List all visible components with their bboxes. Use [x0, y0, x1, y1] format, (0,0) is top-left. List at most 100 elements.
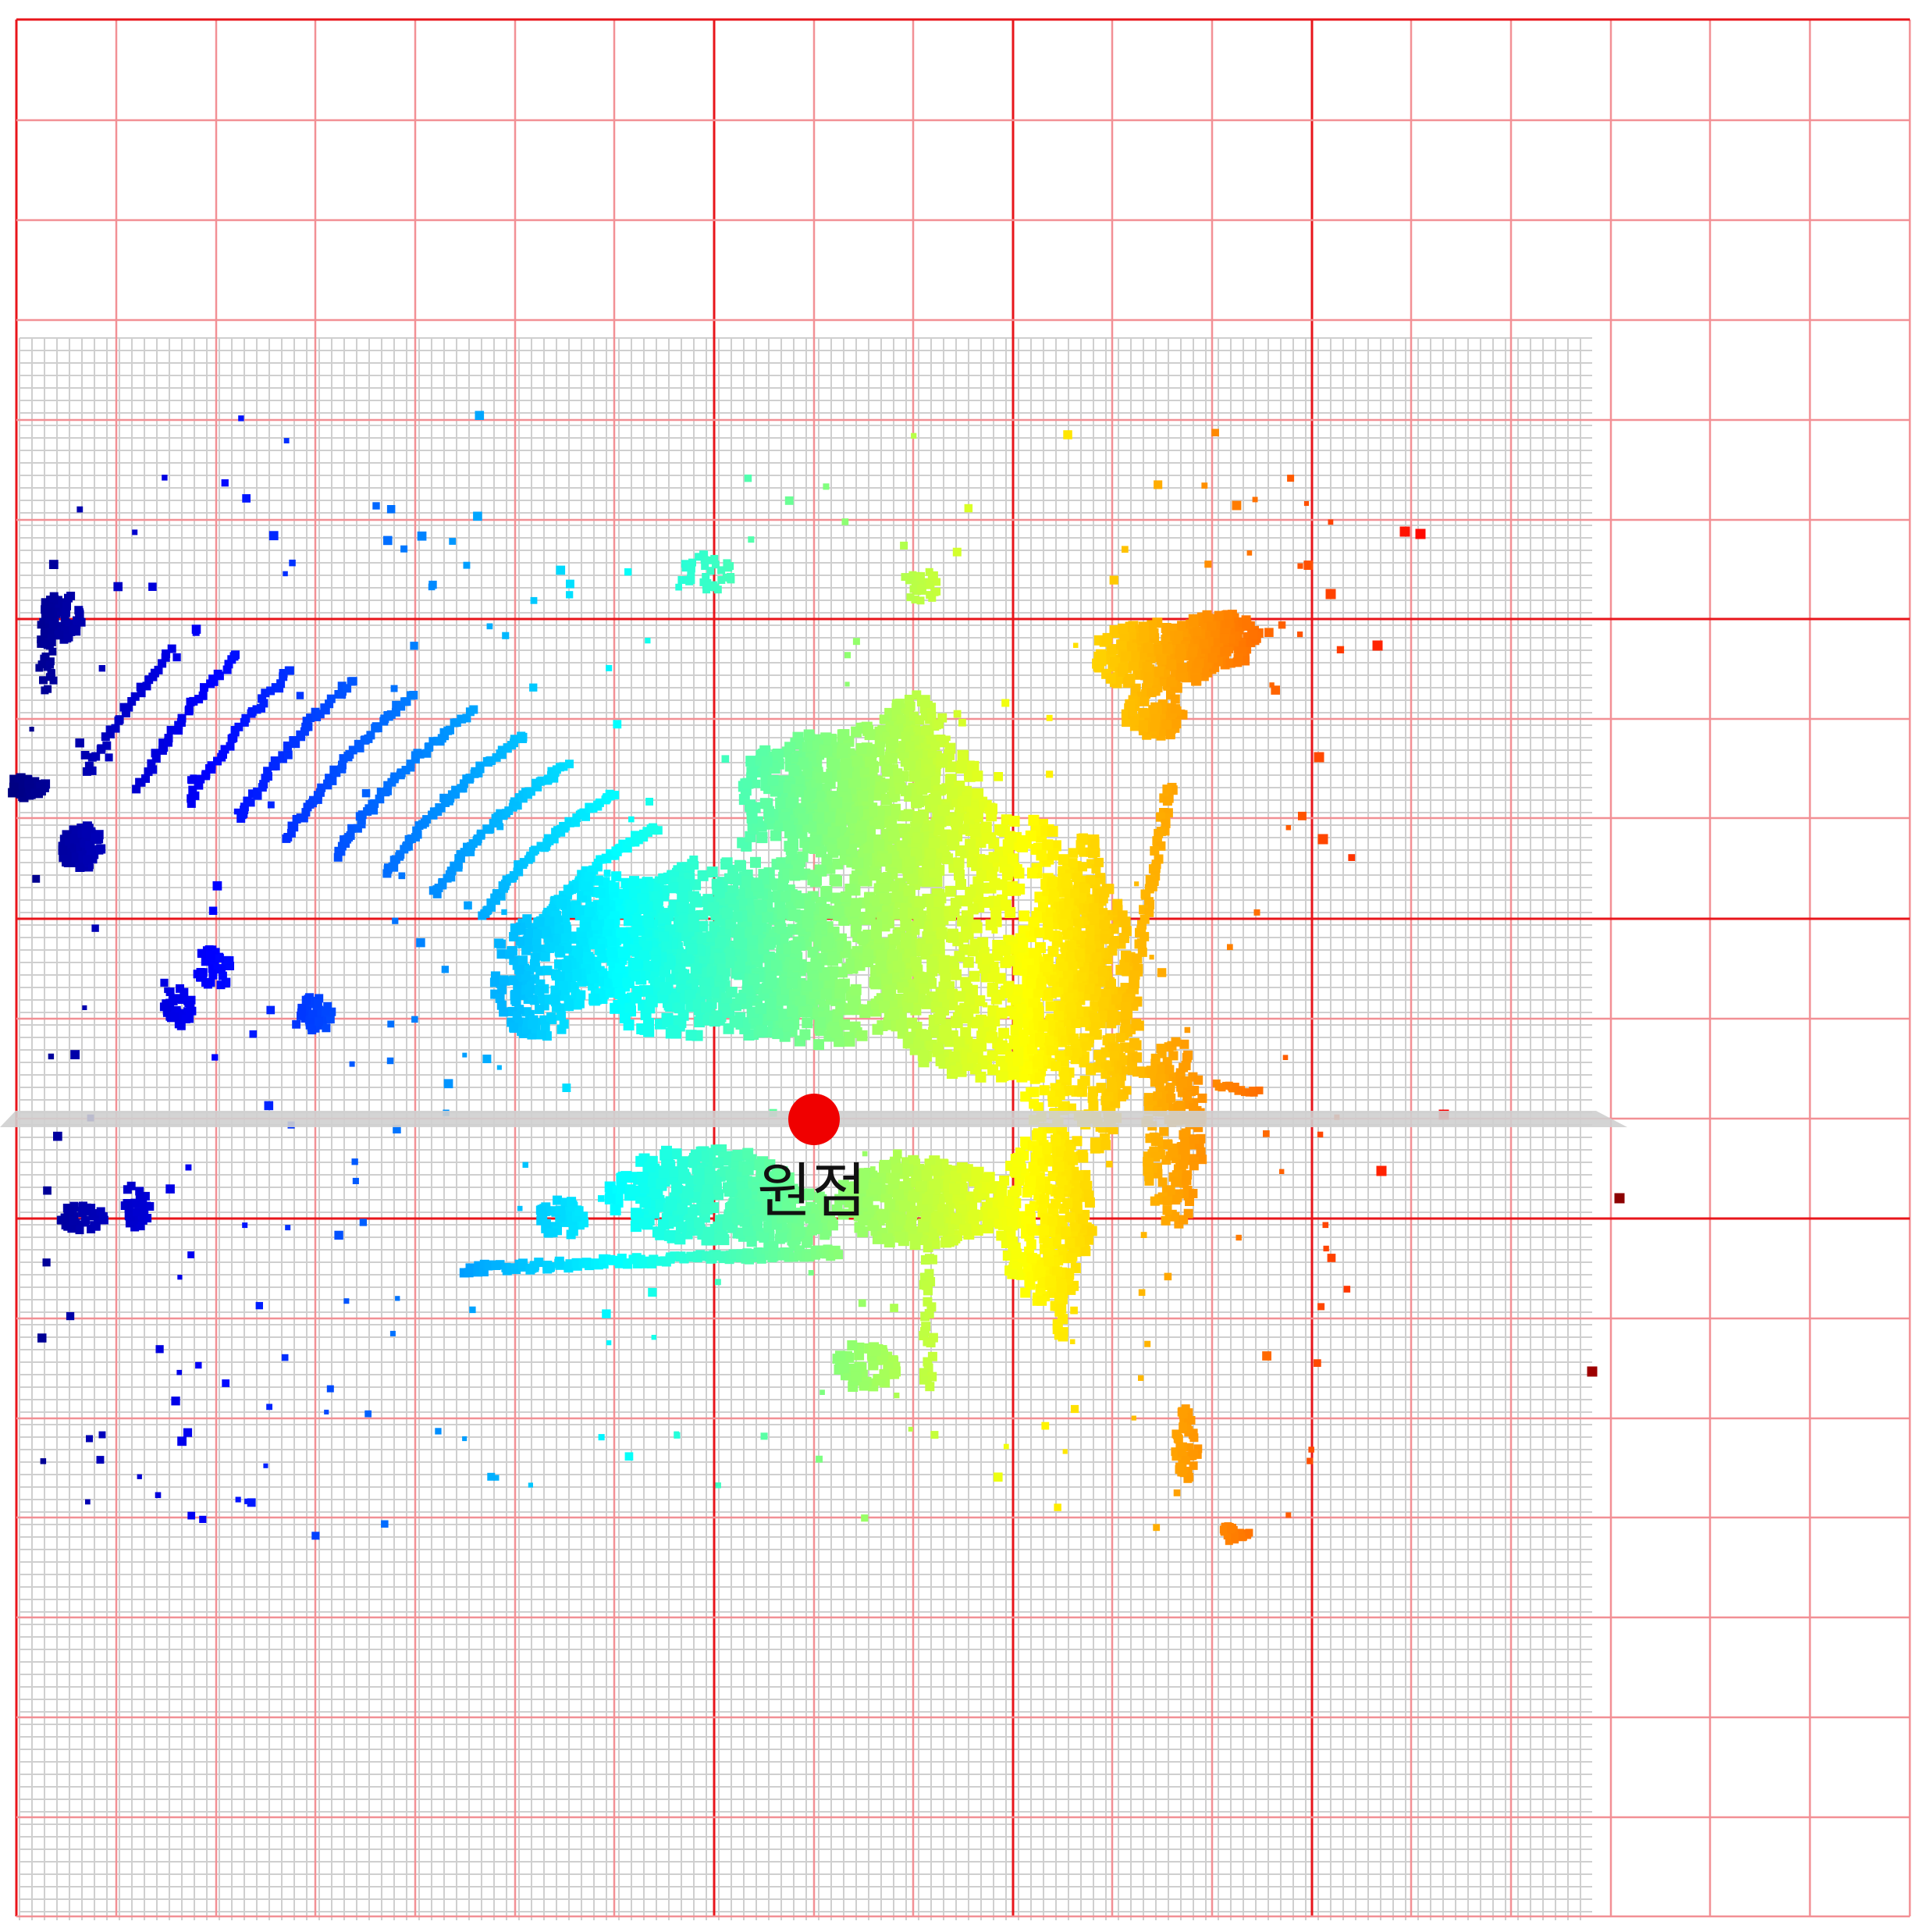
cloud-point	[196, 774, 205, 784]
cloud-point	[920, 1030, 932, 1041]
cloud-point	[777, 908, 788, 920]
cloud-point	[947, 830, 958, 841]
cloud-point	[1061, 1226, 1072, 1237]
cloud-point	[164, 734, 173, 743]
cloud-point	[903, 809, 915, 820]
cloud-point	[537, 776, 546, 785]
cloud-point	[924, 875, 936, 886]
cloud-point	[988, 971, 1000, 983]
lidar-point-cloud	[8, 411, 1625, 1546]
cloud-point	[253, 787, 262, 796]
cloud-point	[972, 1225, 983, 1236]
cloud-point	[831, 797, 843, 809]
cloud-point	[1042, 839, 1054, 851]
cloud-point	[1112, 898, 1123, 909]
cloud-point	[840, 802, 852, 814]
cloud-point	[510, 797, 519, 806]
cloud-point	[1003, 866, 1015, 877]
cloud-point	[713, 1157, 724, 1169]
cloud-point	[735, 860, 746, 872]
cloud-point	[614, 963, 625, 974]
cloud-point	[702, 1229, 714, 1240]
cloud-point	[415, 749, 425, 759]
cloud-point	[837, 780, 848, 792]
cloud-point	[803, 790, 815, 802]
cloud-point	[917, 973, 928, 984]
cloud-point	[300, 727, 309, 736]
cloud-point	[276, 679, 286, 688]
cloud-point	[819, 906, 830, 918]
cloud-point	[639, 833, 649, 842]
cloud-point	[639, 904, 649, 914]
cloud-point	[1008, 1069, 1019, 1080]
cloud-point	[115, 715, 124, 724]
cloud-point	[956, 1162, 968, 1173]
cloud-point	[266, 686, 276, 696]
cloud-point	[1053, 1188, 1064, 1199]
cloud-point	[492, 889, 501, 898]
cloud-point	[556, 898, 567, 909]
cloud-point	[872, 1023, 884, 1035]
cloud-point	[795, 995, 806, 1007]
cloud-point	[392, 700, 401, 710]
cloud-point	[376, 788, 386, 796]
cloud-point	[1007, 853, 1019, 865]
cloud-point	[841, 767, 852, 779]
cloud-point	[830, 892, 842, 904]
cloud-point	[320, 703, 329, 713]
cloud-point	[906, 1017, 918, 1029]
cloud-point	[1117, 910, 1128, 921]
cloud-point	[386, 710, 396, 719]
cloud-point	[1054, 1010, 1064, 1020]
cloud-point	[929, 866, 940, 878]
cloud-point	[935, 1055, 947, 1066]
cloud-point	[930, 1165, 942, 1176]
cloud-point	[685, 1030, 697, 1041]
cloud-point	[855, 742, 867, 754]
cloud-point	[837, 1208, 849, 1220]
cloud-point	[339, 754, 348, 763]
cloud-point	[588, 973, 599, 984]
cloud-point	[1002, 1251, 1013, 1261]
cloud-point	[693, 1173, 705, 1185]
cloud-point	[892, 1164, 903, 1176]
cloud-point	[802, 1017, 813, 1029]
cloud-point	[655, 1229, 667, 1240]
cloud-point	[1029, 1165, 1040, 1176]
cloud-point	[694, 1016, 706, 1028]
cloud-point	[1020, 1287, 1031, 1298]
cloud-point	[936, 927, 948, 938]
cloud-point	[774, 899, 786, 911]
cloud-point	[816, 846, 827, 858]
cloud-point	[864, 729, 876, 741]
cloud-point	[1108, 923, 1119, 934]
cloud-point	[990, 908, 1002, 920]
cloud-point	[543, 776, 553, 785]
cloud-point	[938, 955, 950, 966]
cloud-point	[545, 916, 555, 927]
cloud-point	[867, 1219, 879, 1231]
cloud-point	[130, 692, 140, 701]
cloud-point	[1129, 1037, 1139, 1048]
cloud-point	[188, 785, 197, 795]
cloud-point	[944, 885, 956, 897]
cloud-point	[101, 732, 110, 742]
cloud-point	[947, 788, 958, 799]
cloud-point	[662, 1157, 674, 1169]
cloud-point	[263, 767, 272, 776]
cloud-point	[261, 688, 270, 698]
cloud-point	[881, 1233, 893, 1244]
cloud-point	[1025, 1204, 1036, 1215]
cloud-point	[224, 660, 233, 669]
cloud-point	[247, 706, 257, 716]
cloud-point	[684, 989, 696, 1001]
cloud-point	[909, 770, 921, 782]
cloud-point	[326, 694, 336, 703]
cloud-point	[584, 872, 595, 883]
cloud-point	[372, 722, 381, 731]
cloud-point	[617, 948, 628, 959]
cloud-point	[289, 736, 298, 745]
cloud-point	[396, 768, 406, 777]
cloud-point	[888, 1009, 900, 1020]
